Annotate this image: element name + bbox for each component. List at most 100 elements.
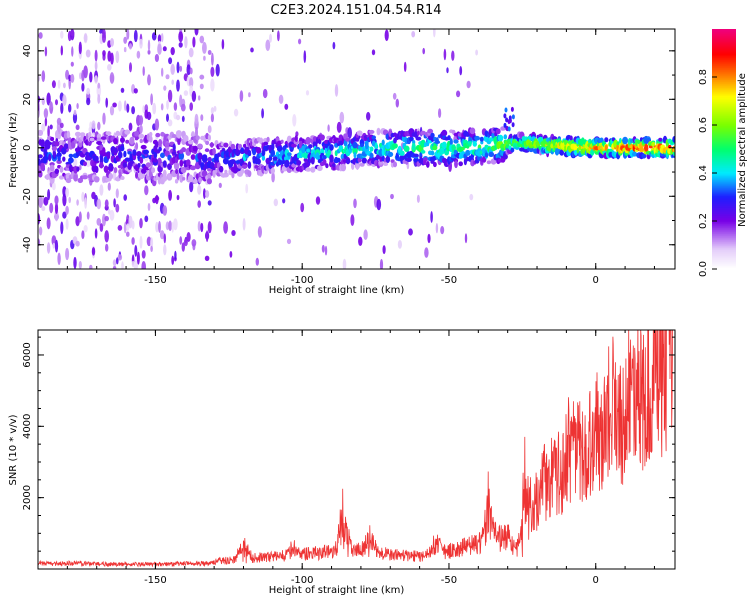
ridge-cell xyxy=(212,147,216,156)
ridge-cell xyxy=(399,150,405,156)
ridge-cell xyxy=(148,135,153,143)
noise-cell xyxy=(44,46,48,57)
noise-cell xyxy=(197,184,202,195)
ridge-cell xyxy=(509,133,513,139)
noise-cell xyxy=(210,107,214,115)
ridge-cell xyxy=(266,136,270,143)
noise-cell xyxy=(102,112,106,125)
colorbar-swatch xyxy=(712,57,736,60)
colorbar-swatch xyxy=(712,93,736,96)
noise-cell xyxy=(38,226,43,236)
noise-cell xyxy=(142,105,146,114)
colorbar-swatch xyxy=(712,87,736,90)
ridge-cell xyxy=(505,117,509,123)
ridge-cell xyxy=(430,150,435,156)
ridge-cell xyxy=(465,149,471,156)
ridge-cell xyxy=(604,137,609,143)
colorbar-swatch xyxy=(712,133,736,136)
ridge-cell xyxy=(458,161,464,167)
noise-cell xyxy=(146,111,152,121)
ridge-cell xyxy=(510,147,515,153)
ridge-cell xyxy=(155,132,161,138)
noise-cell xyxy=(392,92,397,100)
colorbar-swatch xyxy=(712,153,736,156)
ridge-cell xyxy=(263,141,269,146)
colorbar-swatch xyxy=(712,111,736,114)
noise-cell xyxy=(197,200,201,208)
noise-cell xyxy=(55,99,58,106)
ridge-cell xyxy=(173,162,180,171)
y-tick-label: -20 xyxy=(22,188,33,204)
ridge-cell xyxy=(50,136,55,142)
ridge-cell xyxy=(172,143,176,152)
ridge-cell xyxy=(51,146,58,152)
colorbar-swatch xyxy=(712,83,736,86)
ridge-cell xyxy=(47,141,53,146)
noise-cell xyxy=(109,72,115,84)
noise-cell xyxy=(371,49,376,56)
ridge-cell xyxy=(343,133,349,140)
colorbar-swatch xyxy=(712,123,736,126)
ridge-cell xyxy=(206,178,212,185)
noise-cell xyxy=(215,63,220,77)
ridge-cell xyxy=(68,157,74,164)
ridge-cell xyxy=(261,149,266,157)
noise-cell xyxy=(207,125,212,134)
noise-cell xyxy=(134,245,138,257)
ridge-cell xyxy=(271,143,275,151)
colorbar-swatch xyxy=(712,151,736,154)
ridge-cell xyxy=(56,152,62,158)
noise-cell xyxy=(159,230,165,240)
ridge-cell xyxy=(413,153,419,158)
noise-cell xyxy=(163,244,167,256)
colorbar-swatch xyxy=(712,79,736,82)
colorbar-swatch xyxy=(712,131,736,134)
ridge-cell xyxy=(167,163,172,171)
colorbar-swatch xyxy=(712,183,736,186)
ridge-cell xyxy=(360,143,365,148)
ridge-cell xyxy=(644,144,649,152)
ridge-cell xyxy=(190,154,196,160)
noise-cell xyxy=(171,79,174,85)
noise-cell xyxy=(271,171,275,183)
noise-cell xyxy=(292,114,297,127)
ridge-cell xyxy=(52,150,57,158)
x-tick-label: 0 xyxy=(593,575,599,586)
colorbar-swatch xyxy=(712,221,736,224)
colorbar-swatch xyxy=(712,107,736,110)
ridge-cell xyxy=(187,175,194,183)
noise-cell xyxy=(94,49,98,62)
noise-cell xyxy=(105,97,108,108)
ridge-cell xyxy=(235,160,241,164)
noise-cell xyxy=(128,215,133,229)
ridge-cell xyxy=(479,136,484,142)
x-tick-label: -50 xyxy=(441,575,457,586)
ridge-cell xyxy=(207,173,212,180)
ridge-cell xyxy=(261,155,266,161)
colorbar-swatch xyxy=(712,171,736,174)
noise-cell xyxy=(189,77,194,89)
colorbar-swatch xyxy=(712,217,736,220)
noise-cell xyxy=(96,84,102,98)
colorbar-swatch xyxy=(712,249,736,252)
noise-cell xyxy=(284,103,289,110)
ridge-cell xyxy=(296,160,302,166)
ridge-cell xyxy=(87,131,92,138)
x-tick-label: -150 xyxy=(144,275,167,286)
ridge-cell xyxy=(415,136,422,141)
y-tick-label: -40 xyxy=(22,237,33,253)
noise-cell xyxy=(126,29,130,40)
ridge-cell xyxy=(638,147,645,152)
ridge-cell xyxy=(190,132,196,138)
colorbar-swatch xyxy=(712,109,736,112)
noise-cell xyxy=(57,79,61,89)
ridge-cell xyxy=(240,168,245,175)
noise-cell xyxy=(152,102,157,115)
colorbar-swatch xyxy=(712,77,736,80)
noise-cell xyxy=(438,108,442,118)
ridge-cell xyxy=(511,122,515,128)
ridge-cell xyxy=(40,162,45,171)
noise-cell xyxy=(117,254,123,261)
ridge-cell xyxy=(179,175,184,183)
ridge-cell xyxy=(73,174,78,182)
